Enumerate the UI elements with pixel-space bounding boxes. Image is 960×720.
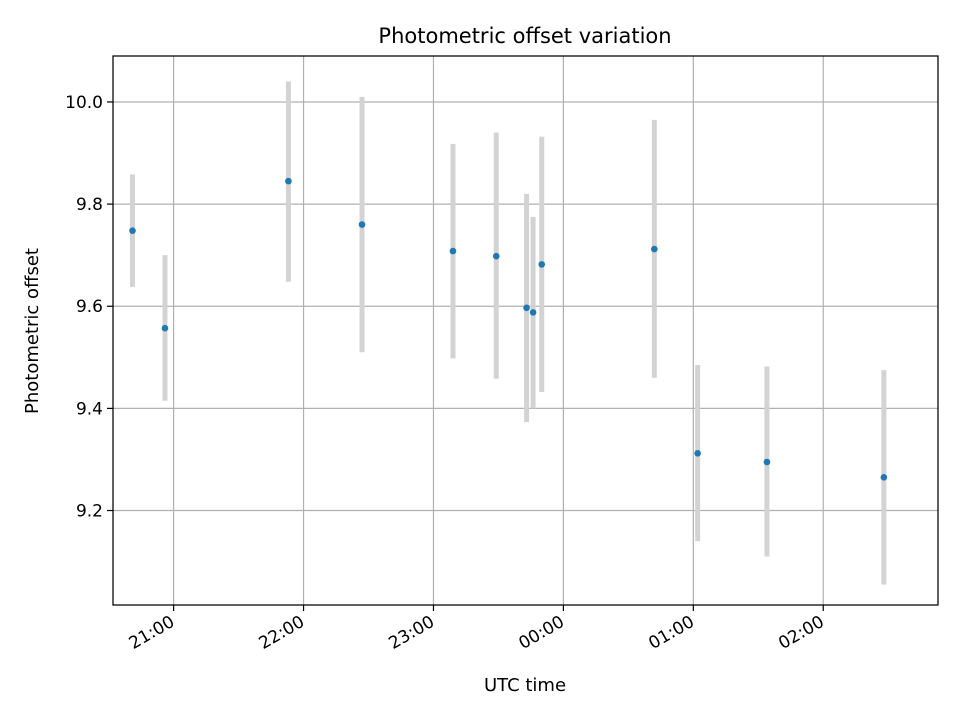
data-point [529, 309, 537, 316]
y-axis: 9.2 9.4 9.6 9.8 10.0 [65, 93, 113, 522]
chart-title: Photometric offset variation [378, 24, 671, 48]
data-point [492, 252, 500, 260]
data-point [694, 450, 701, 457]
y-tick-label: 9.2 [76, 502, 103, 522]
data-point [161, 324, 169, 332]
data-point [651, 245, 658, 253]
data-point [763, 458, 771, 466]
y-tick-label: 10.0 [65, 93, 103, 113]
plot-frame [112, 55, 939, 606]
data-point [285, 177, 292, 185]
data-point [880, 474, 888, 481]
x-axis-label: UTC time [484, 675, 566, 696]
y-tick-label: 9.6 [76, 297, 103, 317]
data-point [449, 247, 457, 255]
data-point [358, 221, 366, 228]
data-point [538, 261, 546, 268]
y-tick-label: 9.8 [76, 195, 103, 215]
data-points [129, 177, 888, 481]
data-point [523, 304, 530, 312]
y-tick-label: 9.4 [76, 399, 103, 419]
data-point [129, 227, 136, 234]
y-axis-label: Photometric offset [22, 248, 43, 414]
